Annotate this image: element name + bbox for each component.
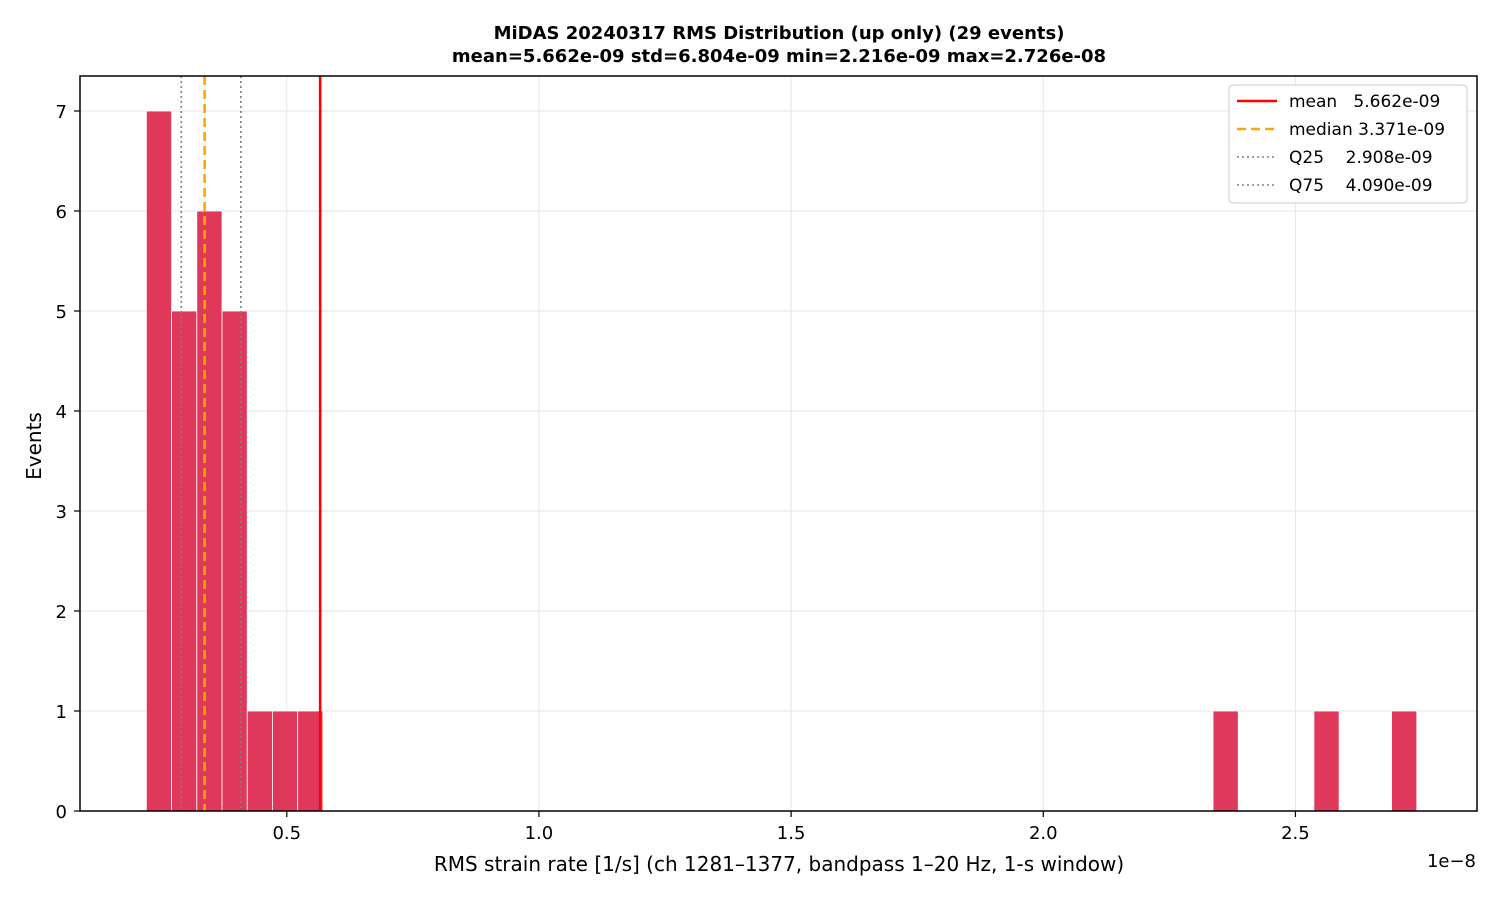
histogram-bars xyxy=(145,110,1418,812)
histogram-bar xyxy=(1313,710,1340,812)
histogram-bar xyxy=(221,310,248,812)
histogram-bar xyxy=(297,710,324,812)
y-tick-label: 1 xyxy=(56,702,67,723)
y-tick-label: 7 xyxy=(56,102,67,123)
y-tick-label: 6 xyxy=(56,202,67,223)
y-tick-label: 4 xyxy=(56,402,67,423)
y-tick-label: 5 xyxy=(56,302,67,323)
histogram-bar xyxy=(272,710,299,812)
plot-area-frame xyxy=(79,75,1478,812)
y-tick-label: 3 xyxy=(56,502,67,523)
y-axis-label: Events xyxy=(22,412,46,480)
y-tick-label: 0 xyxy=(56,802,67,823)
legend: mean 5.662e-09 median 3.371e-09 Q25 2.908e… xyxy=(1228,84,1468,204)
histogram-bar xyxy=(171,310,198,812)
chart-subtitle-stats: mean=5.662e-09 std=6.804e-09 min=2.216e-… xyxy=(452,46,1106,67)
x-tick-label: 1.0 xyxy=(525,823,554,844)
x-tick-label: 2.0 xyxy=(1029,823,1058,844)
y-axis-ticks: 0 1 2 3 4 5 6 7 xyxy=(56,102,80,823)
legend-entry-q75-label: Q75 4.090e-09 xyxy=(1289,176,1433,196)
x-axis-offset-label: 1e−8 xyxy=(1427,851,1476,872)
chart-title: MiDAS 20240317 RMS Distribution (up only… xyxy=(494,23,1065,44)
histogram-bar xyxy=(1391,710,1418,812)
legend-entry-mean-label: mean 5.662e-09 xyxy=(1289,92,1440,112)
legend-entry-q25-label: Q25 2.908e-09 xyxy=(1289,148,1433,168)
x-tick-label: 1.5 xyxy=(777,823,806,844)
legend-entry-median-label: median 3.371e-09 xyxy=(1289,120,1445,140)
y-tick-label: 2 xyxy=(56,602,67,623)
histogram-bar xyxy=(145,110,172,812)
x-axis-label: RMS strain rate [1/s] (ch 1281–1377, ban… xyxy=(434,852,1124,876)
histogram-bar xyxy=(196,210,223,812)
histogram-bar xyxy=(246,710,273,812)
legend-box xyxy=(1228,84,1468,204)
x-axis-ticks: 0.5 1.0 1.5 2.0 2.5 xyxy=(272,811,1310,844)
reference-lines xyxy=(180,76,322,811)
x-tick-label: 0.5 xyxy=(272,823,301,844)
x-tick-label: 2.5 xyxy=(1281,823,1310,844)
histogram-bar xyxy=(1212,710,1239,812)
